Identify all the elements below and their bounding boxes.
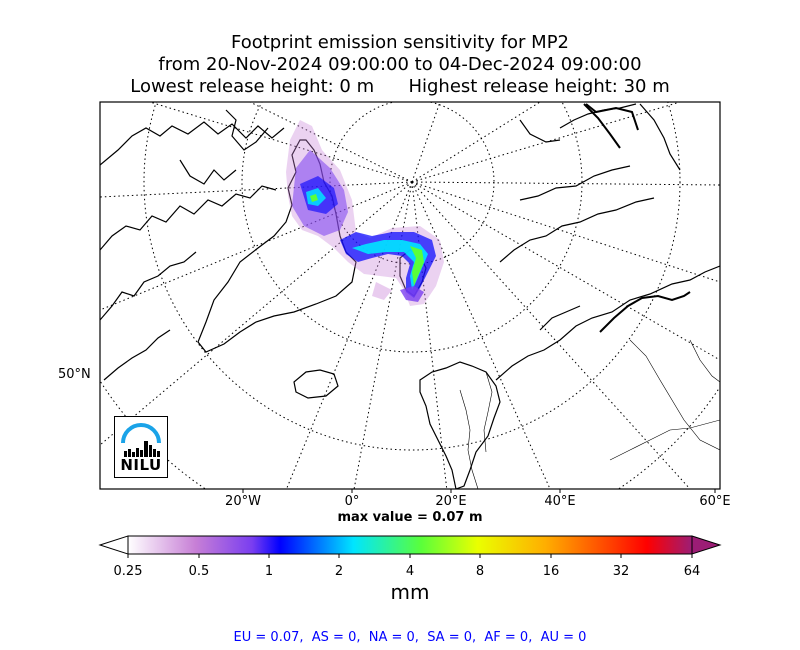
colorbar-tick-label: 32 [612,564,630,579]
lon-label-20w: 20°W [225,494,261,509]
colorbar-tick-label: 16 [542,564,560,579]
lat-label-50n: 50°N [58,367,91,382]
iceland-coast [293,369,339,399]
country-borders [459,339,720,489]
colorbar-tick-label: 64 [683,564,701,579]
lon-label-60e: 60°E [699,494,731,509]
lon-label-0: 0° [344,494,360,509]
region-stats: EU = 0.07, AS = 0, NA = 0, SA = 0, AF = … [233,630,587,645]
colorbar-tick-label: 2 [334,564,344,579]
sensitivity-plume [286,120,444,306]
colorbar-unit: mm [390,580,430,604]
map-frame [99,101,721,490]
nilu-logo: NILU [114,416,168,478]
colorbar-tick-label: 1 [264,564,274,579]
lon-ticks [242,489,716,493]
map-title-line1: Footprint emission sensitivity for MP2 [230,32,569,53]
map-title-line2: from 20-Nov-2024 09:00:00 to 04-Dec-2024… [158,54,642,75]
siberia-coast [583,103,691,333]
max-value-label: max value = 0.07 m [337,510,483,525]
nilu-logo-icon [121,423,161,457]
lon-label-20e: 20°E [435,494,467,509]
map-title-line3: Lowest release height: 0 m Highest relea… [130,76,670,97]
coastlines [100,103,720,489]
nilu-logo-text: NILU [120,456,162,474]
map-panel [100,102,720,489]
canada-coast [100,121,285,166]
colorbar-tick-label: 4 [405,564,415,579]
colorbar-tick-label: 0.25 [113,564,143,579]
scandinavia-coast [419,361,501,489]
lon-label-40e: 40°E [544,494,576,509]
colorbar [98,535,722,558]
colorbar-tick-label: 8 [475,564,485,579]
colorbar-tick-label: 0.5 [188,564,210,579]
